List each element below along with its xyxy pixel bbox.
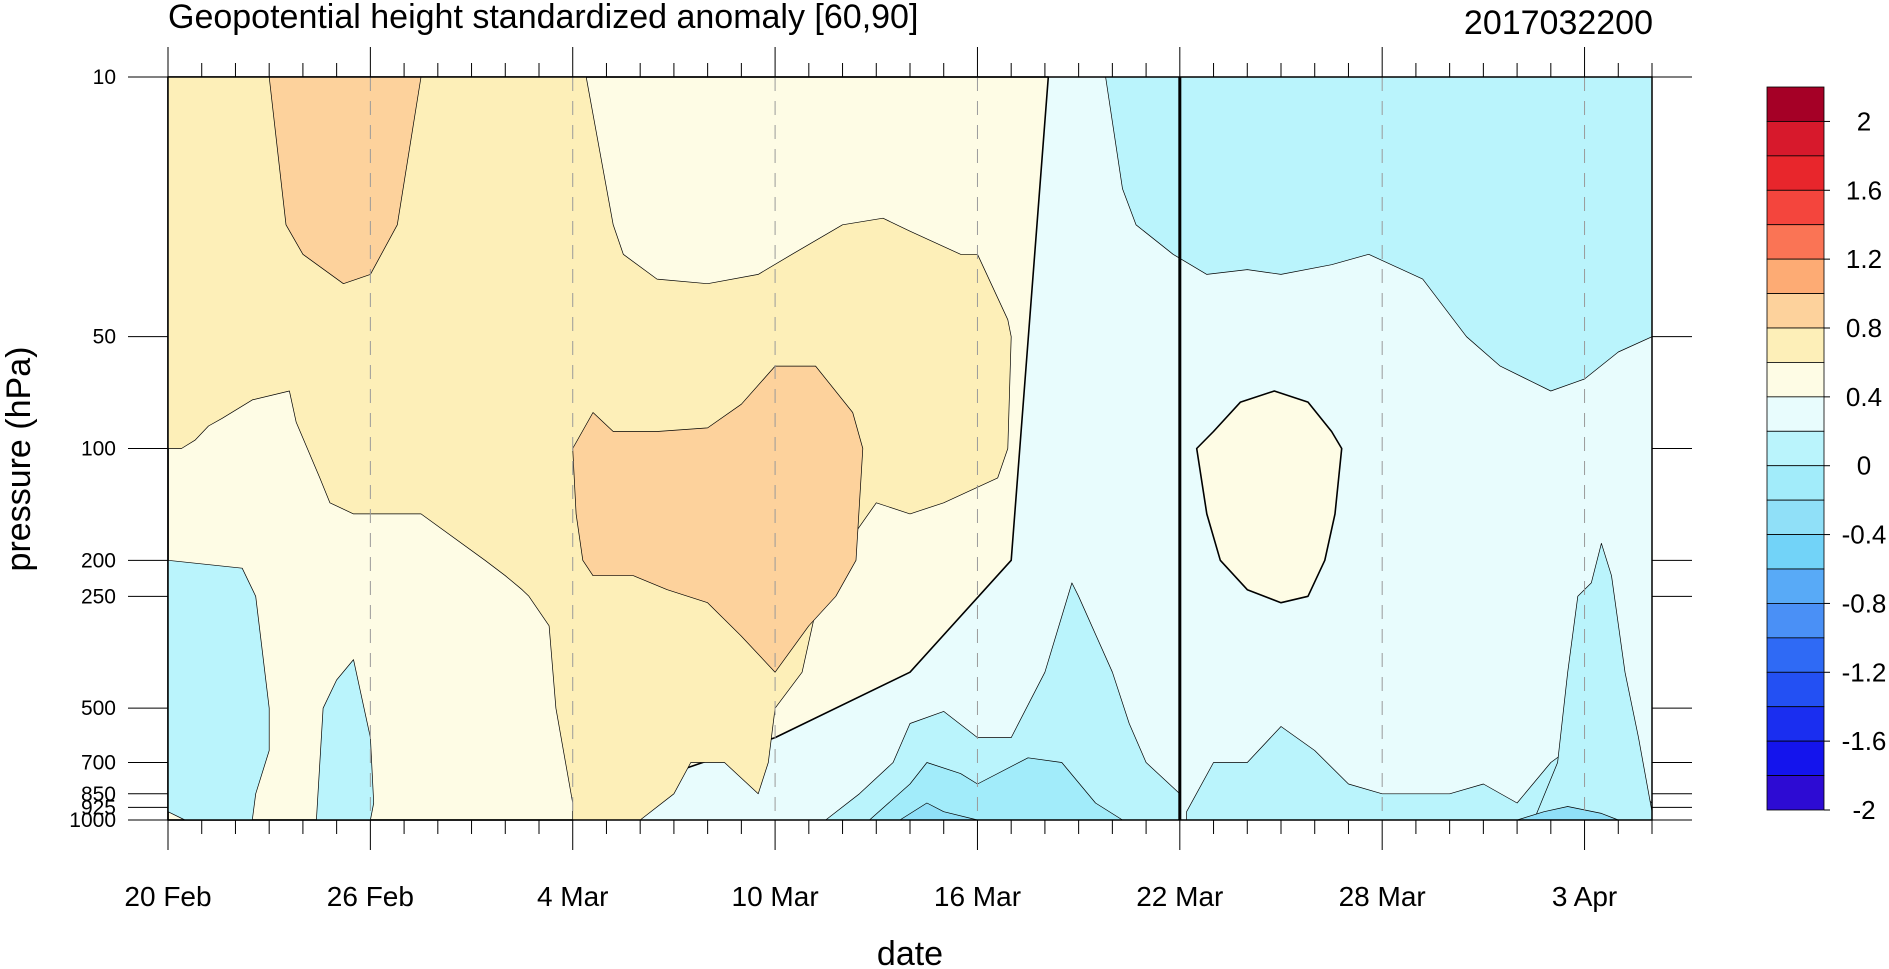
y-tick-label: 50: [93, 326, 116, 349]
colorbar-box-3: [1766, 189, 1825, 226]
y-tick-label: 100: [81, 438, 116, 461]
x-tick-label: 20 Feb: [124, 881, 211, 912]
colorbar-box-5: [1766, 258, 1825, 294]
colorbar-label: 2: [1857, 106, 1871, 136]
colorbar-box-10: [1766, 430, 1825, 467]
colorbar-box-9: [1766, 396, 1825, 432]
colorbar-label: 1.6: [1846, 175, 1882, 205]
contour-region-13: [1195, 390, 1343, 604]
colorbar-box-6: [1766, 293, 1825, 329]
colorbar-box-16: [1766, 637, 1825, 673]
chart-title: Geopotential height standardized anomaly…: [168, 0, 918, 36]
colorbar-label: -1.2: [1842, 657, 1887, 687]
x-tick-label: 4 Mar: [537, 881, 609, 912]
x-tick-label: 3 Apr: [1552, 881, 1617, 912]
y-axis-title: pressure (hPa): [0, 347, 38, 572]
y-tick-label: 700: [81, 751, 116, 774]
y-tick-label: 500: [81, 697, 116, 720]
colorbar-box-12: [1766, 499, 1825, 535]
colorbar-box-2: [1766, 155, 1825, 191]
x-tick-label: 28 Mar: [1339, 881, 1426, 912]
colorbar-box-17: [1766, 671, 1825, 708]
colorbar-box-14: [1766, 568, 1825, 604]
x-tick-label: 22 Mar: [1136, 881, 1223, 912]
colorbar-box-20: [1766, 775, 1825, 811]
colorbar-box-1: [1766, 121, 1825, 157]
colorbar-box-4: [1766, 224, 1825, 260]
colorbar-box-18: [1766, 706, 1825, 742]
contour-region-8: [869, 757, 1123, 821]
colorbar-label: 1.2: [1846, 244, 1882, 274]
contour-region-6: [316, 659, 375, 821]
y-tick-label: 850: [81, 783, 116, 806]
y-tick-label: 250: [81, 585, 116, 608]
colorbar-box-15: [1766, 603, 1825, 639]
x-tick-label: 16 Mar: [934, 881, 1021, 912]
colorbar-box-11: [1766, 465, 1825, 501]
colorbar-label: 0.8: [1846, 313, 1882, 343]
colorbar-label: -0.8: [1842, 588, 1887, 618]
colorbar-label: -0.4: [1842, 520, 1887, 550]
colorbar-label: 0.4: [1846, 382, 1882, 412]
chart-date-label: 2017032200: [1464, 4, 1653, 42]
contour-region-2: [268, 76, 422, 285]
colorbar-box-13: [1766, 534, 1825, 570]
colorbar-box-0: [1766, 86, 1825, 122]
colorbar: 2 1.6 1.2 0.8 0.4 0 -0.4 -0.8 -1.2 -1.6 -2: [1766, 86, 1887, 825]
y-tick-label: 10: [93, 66, 116, 89]
colorbar-label: -2: [1852, 795, 1875, 825]
contour-region-3: [572, 365, 864, 673]
x-tick-label: 26 Feb: [327, 881, 414, 912]
y-tick-label: 925: [81, 796, 116, 819]
colorbar-label: 0: [1857, 451, 1871, 481]
contour-region-5: [167, 559, 270, 821]
contour-region-4: [1105, 76, 1653, 392]
plot-area: 20 Feb 26 Feb 4 Mar 10 Mar 16 Mar 22 Mar 28 Ma…: [69, 47, 1692, 912]
colorbar-box-8: [1766, 362, 1825, 398]
x-tick-label: 10 Mar: [732, 881, 819, 912]
colorbar-label: -1.6: [1842, 726, 1887, 756]
colorbar-box-19: [1766, 740, 1825, 776]
x-axis-title: date: [877, 935, 943, 969]
y-tick-label: 1000: [69, 809, 116, 832]
colorbar-box-7: [1766, 327, 1825, 363]
contour-region-7: [825, 582, 1181, 821]
y-tick-label: 200: [81, 549, 116, 572]
